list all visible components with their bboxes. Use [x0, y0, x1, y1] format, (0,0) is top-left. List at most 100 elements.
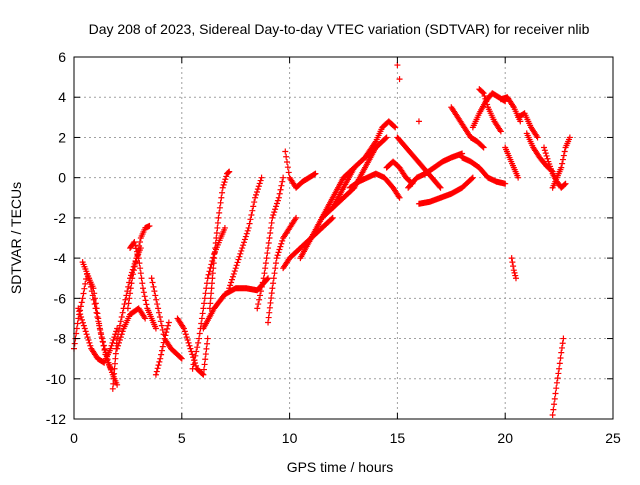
data-point	[252, 194, 259, 201]
data-point-fill	[134, 251, 141, 258]
data-point-fill	[182, 331, 189, 338]
data-point-fill	[552, 390, 559, 397]
x-tick-label: 15	[390, 430, 406, 446]
series-arc-u	[362, 118, 399, 161]
data-point-fill	[137, 270, 144, 277]
data-point	[226, 285, 233, 292]
data-point-fill	[159, 326, 166, 333]
data-point	[280, 174, 287, 181]
data-point-fill	[221, 179, 228, 186]
data-point-fill	[156, 314, 163, 321]
data-point-fill	[71, 340, 78, 347]
data-point-fill	[247, 216, 254, 223]
data-point-fill	[92, 300, 99, 307]
data-point-fill	[544, 155, 551, 162]
data-point-fill	[483, 98, 490, 105]
data-point-fill	[87, 279, 94, 286]
data-point-fill	[133, 245, 140, 252]
data-point-fill	[248, 212, 255, 219]
data-point	[480, 90, 487, 97]
data-point-fill	[142, 297, 149, 304]
data-point-fill	[95, 318, 102, 325]
data-point-fill	[181, 328, 188, 335]
data-point	[273, 255, 280, 262]
data-point	[512, 275, 519, 282]
data-point-fill	[213, 229, 220, 236]
data-point-fill	[119, 309, 126, 316]
data-point-fill	[468, 175, 475, 182]
data-point-fill	[275, 249, 282, 256]
data-point-fill	[86, 339, 93, 346]
data-point-fill	[212, 245, 219, 252]
data-point	[396, 194, 403, 201]
data-point-fill	[154, 301, 161, 308]
data-point	[187, 345, 194, 352]
data-point-fill	[225, 169, 232, 176]
data-point-fill	[273, 203, 280, 210]
series-arc-aj	[114, 305, 149, 352]
series-arc-f	[127, 239, 159, 332]
series-arc-x	[405, 150, 466, 191]
data-point-fill	[261, 270, 268, 277]
series-arc-h	[152, 319, 172, 378]
data-point-fill	[194, 344, 201, 351]
data-point-fill	[185, 339, 192, 346]
data-point-fill	[80, 322, 87, 329]
grid-layer	[74, 57, 613, 419]
data-point	[124, 305, 131, 312]
data-point-fill	[195, 339, 202, 346]
data-point	[152, 371, 159, 378]
data-point-fill	[272, 206, 279, 213]
data-point	[497, 128, 504, 135]
data-point-fill	[267, 229, 274, 236]
data-point-fill	[76, 308, 83, 315]
data-point-fill	[557, 354, 564, 361]
data-point-fill	[98, 331, 105, 338]
data-point-fill	[158, 351, 165, 358]
data-point-fill	[79, 316, 86, 323]
data-point-fill	[208, 285, 215, 292]
data-point	[200, 371, 207, 378]
data-point-fill	[133, 248, 140, 255]
data-point	[109, 385, 116, 392]
data-point-fill	[164, 325, 171, 332]
data-point-fill	[155, 362, 162, 369]
data-point-fill	[91, 301, 98, 308]
data-point-fill	[177, 354, 184, 361]
data-point-fill	[271, 209, 278, 216]
data-point	[232, 265, 239, 272]
x-tick-label: 5	[178, 430, 186, 446]
data-point-fill	[82, 280, 89, 287]
data-point	[139, 285, 146, 292]
data-point-fill	[479, 143, 486, 150]
data-point-fill	[272, 260, 279, 267]
data-point-fill	[482, 95, 489, 102]
data-point-fill	[266, 235, 273, 241]
data-point-fill	[203, 285, 210, 292]
data-point-fill	[284, 158, 291, 165]
data-point	[553, 379, 560, 386]
data-point-fill	[555, 370, 562, 377]
data-point-fill	[207, 300, 214, 307]
data-point-fill	[218, 194, 225, 201]
data-point	[558, 349, 565, 356]
data-point-fill	[542, 150, 549, 157]
data-point-fill	[79, 319, 86, 326]
data-point-fill	[244, 227, 251, 234]
data-point-fill	[509, 259, 516, 266]
data-point-fill	[203, 280, 210, 287]
data-point-fill	[100, 342, 107, 349]
data-point	[558, 164, 565, 171]
data-point-fill	[268, 219, 275, 226]
data-point-fill	[214, 219, 221, 226]
data-point-fill	[136, 239, 143, 246]
data-point-fill	[241, 236, 248, 243]
data-point-fill	[115, 342, 122, 349]
data-point-fill	[277, 186, 284, 193]
data-point-fill	[279, 178, 286, 185]
data-point-fill	[235, 256, 242, 263]
series-arc-ad	[502, 144, 522, 181]
y-tick-label: 2	[58, 129, 66, 145]
data-point	[541, 144, 548, 151]
data-point-fill	[204, 340, 211, 347]
